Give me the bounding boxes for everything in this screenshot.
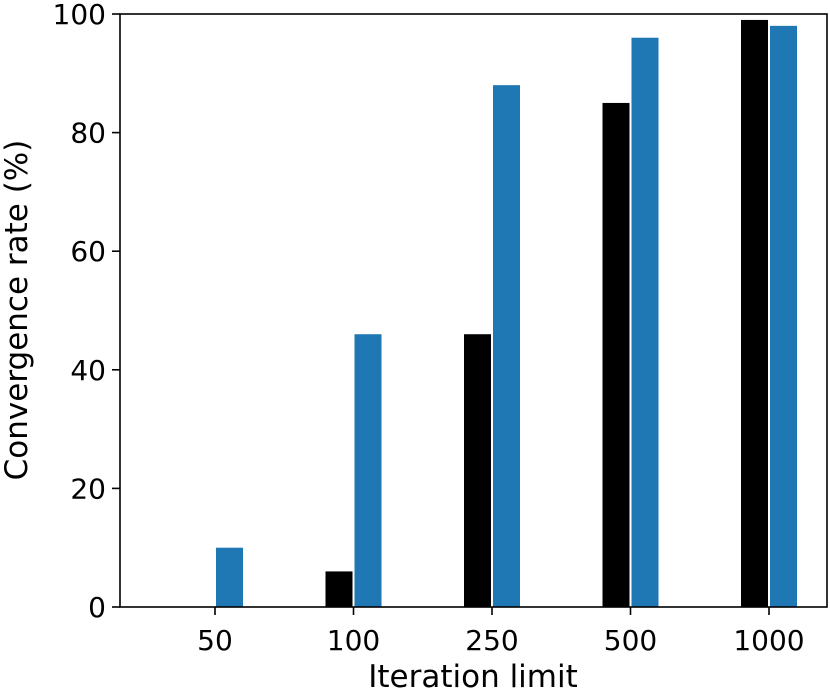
x-axis: 50 100 250 500 1000 bbox=[197, 607, 805, 657]
y-axis: 0 20 40 60 80 100 bbox=[53, 0, 120, 624]
bar-series1-500 bbox=[602, 102, 630, 607]
x-tick-label-250: 250 bbox=[465, 624, 518, 657]
bar-series2-250 bbox=[493, 85, 520, 607]
bars-layer bbox=[216, 19, 797, 608]
bar-series1-100 bbox=[325, 571, 353, 607]
bar-series2-50 bbox=[216, 547, 243, 607]
y-tick-label-20: 20 bbox=[70, 472, 106, 505]
x-axis-label: Iteration limit bbox=[368, 659, 578, 690]
y-tick-label-80: 80 bbox=[70, 117, 106, 150]
x-tick-label-500: 500 bbox=[604, 624, 657, 657]
y-axis-label: Convergence rate (%) bbox=[0, 140, 35, 481]
bar-series2-100 bbox=[354, 334, 382, 607]
bar-series1-1000 bbox=[741, 19, 768, 608]
y-tick-label-100: 100 bbox=[53, 0, 106, 31]
bar-series1-250 bbox=[464, 334, 491, 607]
plot-frame bbox=[119, 13, 828, 608]
bar-series2-500 bbox=[631, 37, 659, 608]
x-tick-label-50: 50 bbox=[197, 624, 233, 657]
bar-series2-1000 bbox=[770, 25, 797, 608]
y-tick-label-60: 60 bbox=[70, 235, 106, 268]
y-tick-label-0: 0 bbox=[88, 591, 106, 624]
x-tick-label-1000: 1000 bbox=[733, 624, 804, 657]
y-tick-label-40: 40 bbox=[70, 354, 106, 387]
x-tick-label-100: 100 bbox=[327, 624, 380, 657]
